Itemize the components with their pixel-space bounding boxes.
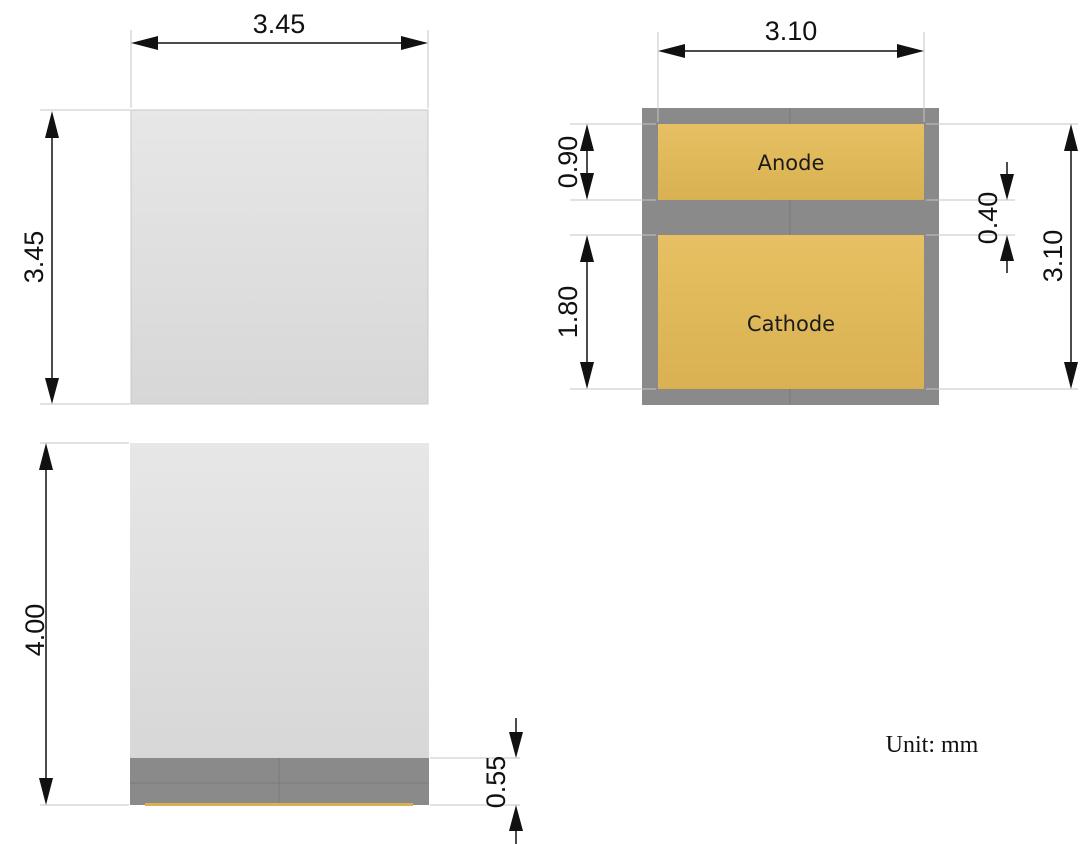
arrow-up-icon bbox=[1000, 235, 1014, 261]
arrow-down-icon bbox=[1064, 362, 1078, 389]
arrow-down-icon bbox=[509, 732, 523, 758]
bottom-view: Anode Cathode 3.10 3.10 bbox=[553, 16, 1078, 405]
arrow-left-icon bbox=[658, 44, 685, 58]
anode-height-label: 0.90 bbox=[553, 136, 583, 189]
arrow-right-icon bbox=[401, 36, 428, 50]
top-height-dimension: 3.45 bbox=[19, 111, 59, 404]
bottom-width-label: 3.10 bbox=[765, 16, 818, 46]
arrow-left-icon bbox=[131, 36, 158, 50]
top-width-dimension: 3.45 bbox=[131, 9, 428, 50]
anode-pad bbox=[658, 124, 924, 200]
side-height-dimension: 4.00 bbox=[20, 443, 53, 805]
arrow-up-icon bbox=[580, 124, 594, 151]
arrow-down-icon bbox=[39, 778, 53, 805]
top-view: 3.45 3.45 bbox=[19, 9, 429, 405]
cathode-height-dimension: 1.80 bbox=[553, 235, 594, 389]
base-pad-edge bbox=[145, 803, 413, 806]
arrow-up-icon bbox=[45, 111, 59, 138]
gap-label: 0.40 bbox=[973, 192, 1003, 245]
bottom-width-dimension: 3.10 bbox=[658, 16, 924, 58]
gap-dimension: 0.40 bbox=[973, 162, 1014, 273]
arrow-down-icon bbox=[580, 173, 594, 200]
top-height-label: 3.45 bbox=[19, 231, 49, 284]
bottom-height-label: 3.10 bbox=[1038, 230, 1068, 283]
anode-label: Anode bbox=[758, 151, 825, 175]
base-thickness-dimension: 0.55 bbox=[481, 718, 523, 844]
arrow-right-icon bbox=[897, 44, 924, 58]
arrow-up-icon bbox=[580, 235, 594, 262]
arrow-up-icon bbox=[1064, 124, 1078, 151]
bottom-height-dimension: 3.10 bbox=[1038, 124, 1078, 389]
side-height-label: 4.00 bbox=[20, 604, 50, 657]
arrow-down-icon bbox=[1000, 174, 1014, 200]
arrow-down-icon bbox=[580, 362, 594, 389]
arrow-up-icon bbox=[39, 443, 53, 470]
top-view-body bbox=[130, 109, 429, 405]
side-view-body bbox=[130, 443, 429, 759]
base-thickness-label: 0.55 bbox=[481, 756, 511, 809]
side-view: 4.00 0.55 bbox=[20, 442, 523, 844]
arrow-down-icon bbox=[45, 378, 59, 404]
unit-label: Unit: mm bbox=[886, 732, 979, 758]
cathode-label: Cathode bbox=[747, 312, 835, 336]
arrow-up-icon bbox=[509, 805, 523, 831]
cathode-height-label: 1.80 bbox=[553, 286, 583, 339]
cathode-pad bbox=[658, 235, 924, 389]
top-width-label: 3.45 bbox=[253, 9, 306, 39]
anode-height-dimension: 0.90 bbox=[553, 124, 594, 200]
